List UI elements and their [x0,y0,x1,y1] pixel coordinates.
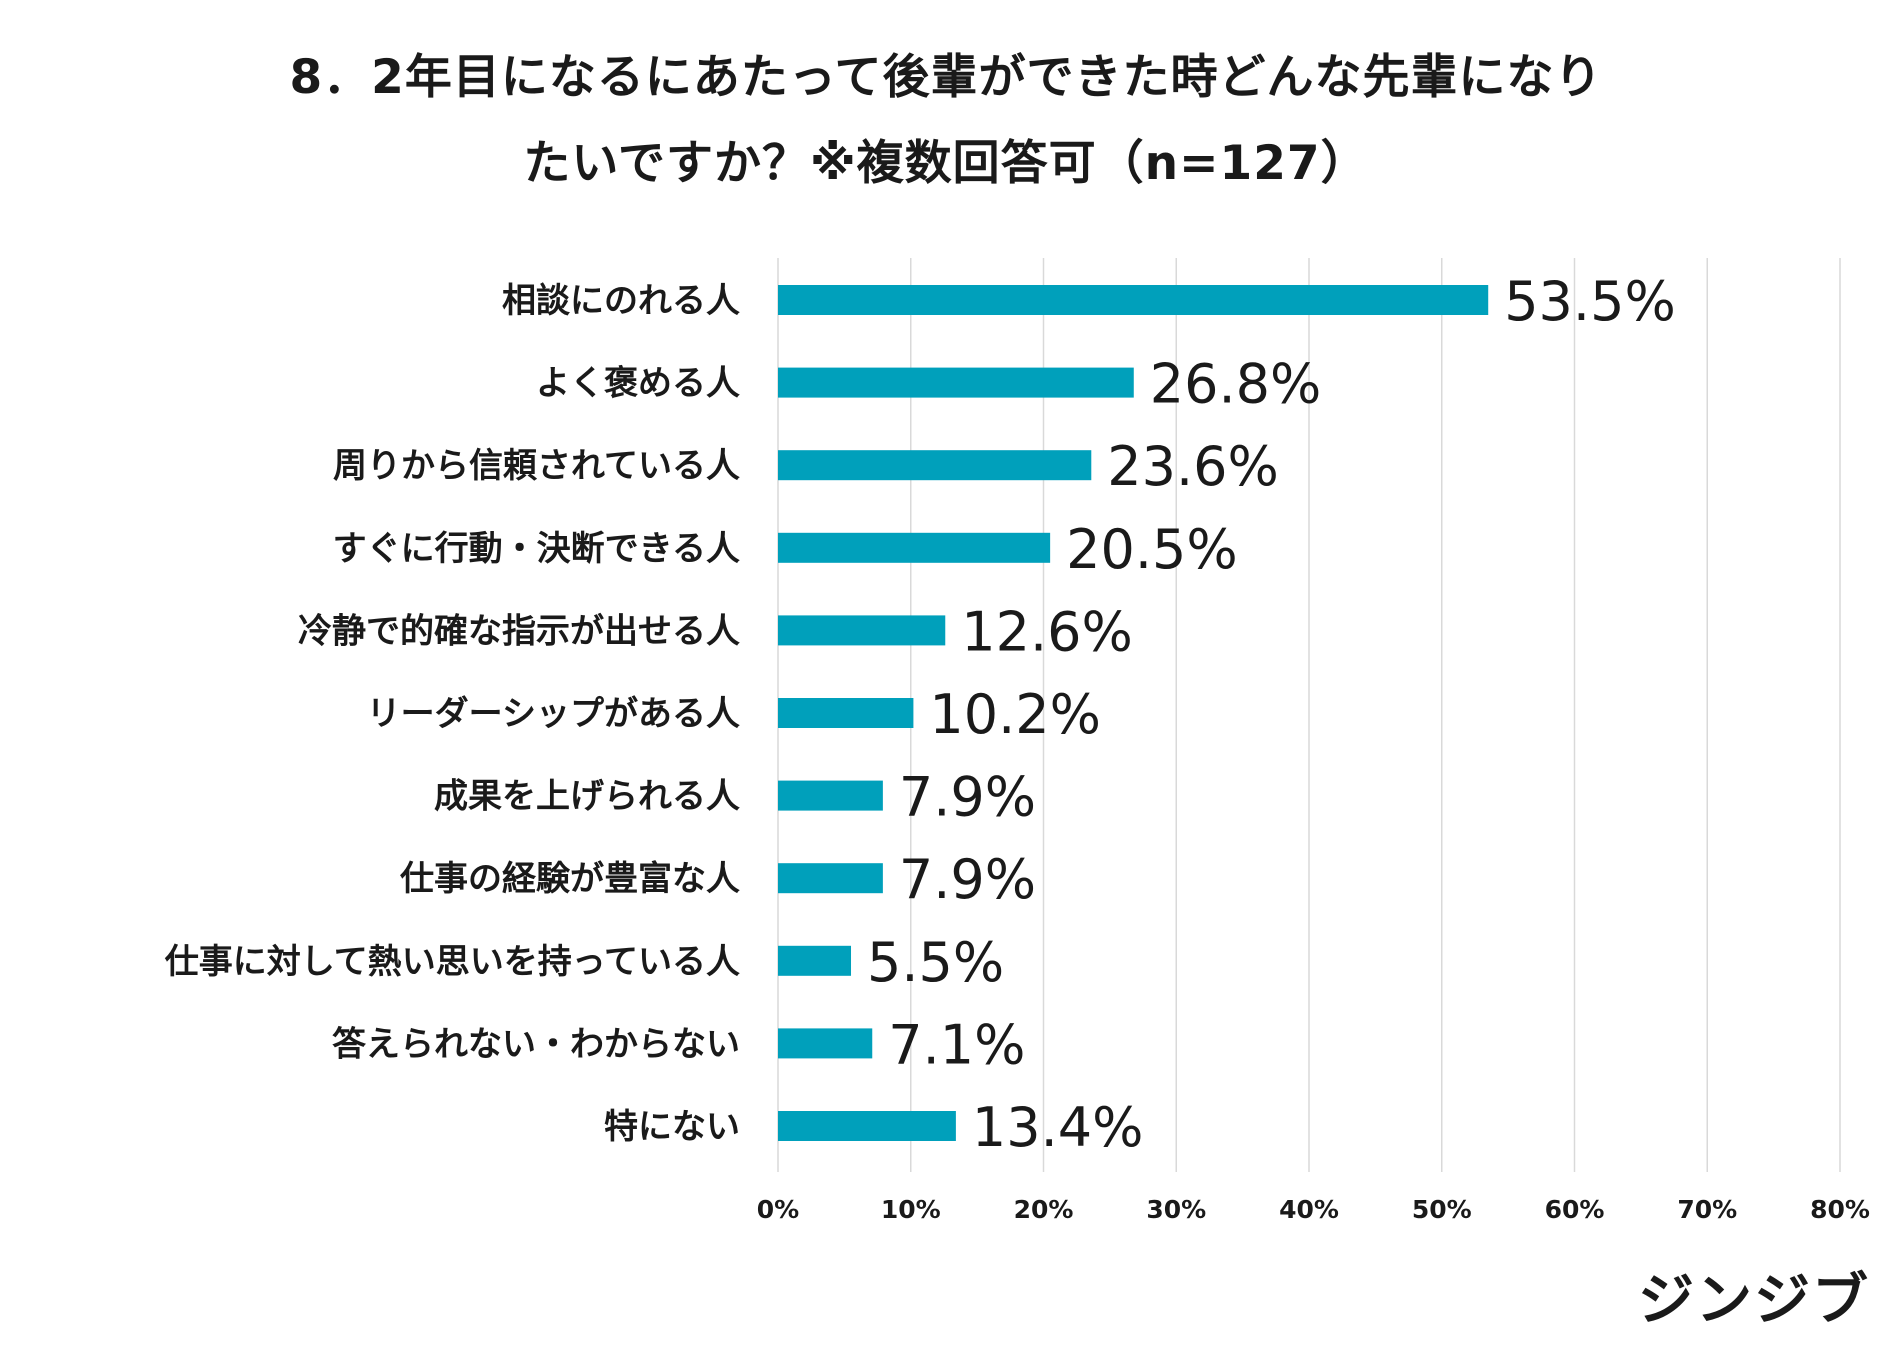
value-label: 12.6% [961,600,1133,663]
value-label: 7.9% [899,766,1036,829]
value-label: 5.5% [867,931,1004,994]
value-label: 53.5% [1504,270,1676,333]
value-label: 7.1% [888,1013,1025,1076]
category-labels: 相談にのれる人よく褒める人周りから信頼されている人すぐに行動・決断できる人冷静で… [165,281,740,1147]
bar [778,1111,956,1141]
category-label: リーダーシップがある人 [367,694,740,734]
bar [778,450,1092,481]
value-label: 20.5% [1066,518,1238,581]
value-labels: 53.5% 26.8% 23.6% 20.5% 12.6% 10.2% 7.9% 7.9% 5.… [867,270,1676,1159]
x-tick-label: 50% [1412,1195,1472,1224]
category-label: 相談にのれる人 [502,281,740,321]
bar [778,698,914,728]
x-tick-label: 40% [1279,1195,1339,1224]
x-tick-label: 20% [1014,1195,1074,1224]
category-label: 周りから信頼されている人 [333,446,740,486]
value-label: 23.6% [1107,435,1279,498]
gridlines [777,258,1841,1172]
category-label: 仕事の経験が豊富な人 [400,859,740,899]
category-label: 冷静で的確な指示が出せる人 [298,611,740,651]
bar [778,945,852,976]
category-label: 答えられない・わからない [332,1024,740,1064]
category-label: 仕事に対して熱い思いを持っている人 [165,942,740,982]
bars [778,285,1489,1141]
category-label: よく褒める人 [536,364,740,404]
x-tick-label: 10% [881,1195,941,1224]
chart-title-line2: たいですか？※複数回答可（n=127） [523,136,1369,191]
x-tick-label: 80% [1810,1195,1870,1224]
x-tick-label: 0% [757,1195,799,1224]
value-label: 7.9% [899,848,1036,911]
chart-title-line1: 8．2年目になるにあたって後輩ができた時どんな先輩になり [289,50,1603,105]
x-tick-label: 60% [1545,1195,1605,1224]
category-label: 特にない [604,1107,740,1147]
x-tick-label: 70% [1677,1195,1737,1224]
value-label: 26.8% [1150,353,1322,416]
bar [778,780,883,811]
bar [778,1028,873,1059]
x-axis-tick-labels: 0% 10% 20% 30% 40% 50% 60% 70% 80% [757,1195,1870,1224]
bar [778,285,1489,315]
bar [778,532,1051,563]
value-label: 13.4% [972,1096,1144,1159]
category-label: 成果を上げられる人 [434,777,740,817]
category-label: すぐに行動・決断できる人 [333,529,740,569]
bar [778,615,946,646]
brand-logo: ジンジブ [1638,1268,1870,1333]
x-tick-label: 30% [1146,1195,1206,1224]
bar [778,367,1134,398]
value-label: 10.2% [929,683,1101,746]
bar [778,863,883,894]
